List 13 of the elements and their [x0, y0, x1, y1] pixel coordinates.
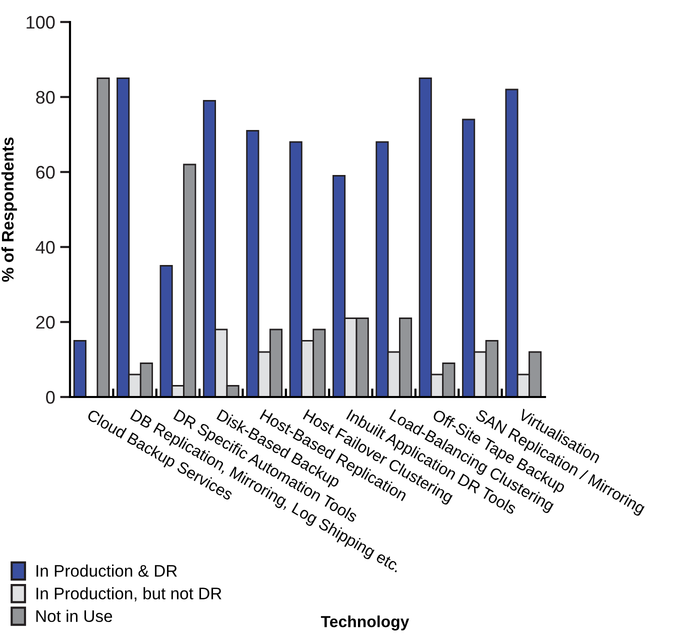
y-tick-label: 100	[26, 16, 55, 29]
y-tick-label: 60	[36, 166, 55, 179]
y-tick-label: 0	[46, 390, 55, 404]
bar	[73, 340, 86, 397]
legend-label: Not in Use	[36, 610, 112, 622]
y-tick-label: 40	[36, 240, 55, 254]
x-axis-title: Technology	[320, 616, 410, 630]
y-axis-title: % of Respondents	[1, 137, 17, 282]
legend-label: In Production, but not DR	[36, 587, 222, 602]
y-tick-label: 80	[36, 90, 55, 104]
y-tick-label: 20	[36, 316, 55, 329]
bar	[96, 78, 110, 397]
legend-label: In Production & DR	[36, 564, 177, 577]
